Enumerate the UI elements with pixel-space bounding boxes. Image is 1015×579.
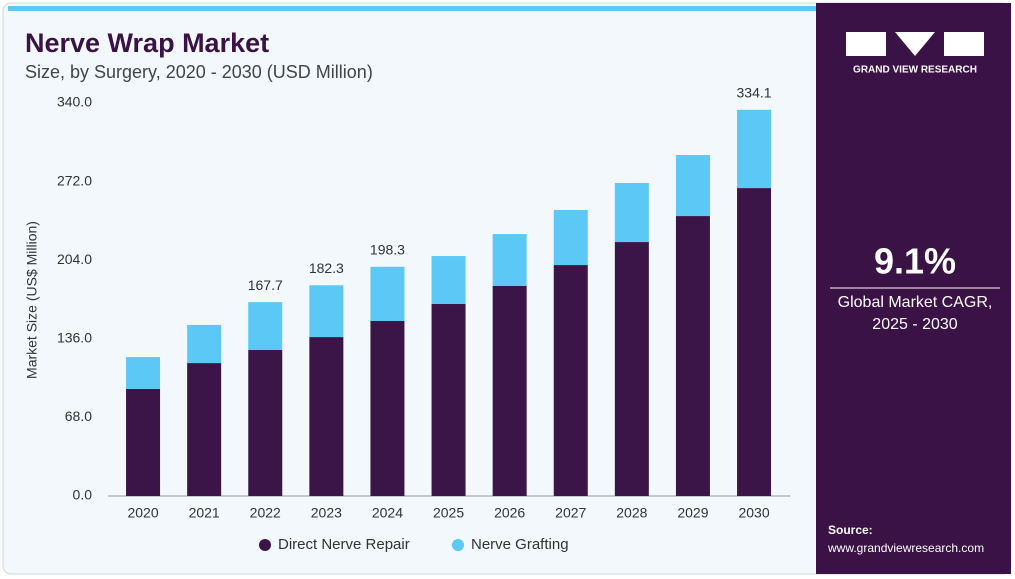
bar-segment bbox=[492, 234, 527, 286]
x-tick-label: 2026 bbox=[494, 505, 525, 521]
x-tick-label: 2028 bbox=[616, 505, 647, 521]
chart-subtitle: Size, by Surgery, 2020 - 2030 (USD Milli… bbox=[25, 62, 373, 82]
source-url: www.grandviewresearch.com bbox=[827, 541, 984, 555]
logo bbox=[846, 32, 984, 56]
bar-segment bbox=[309, 285, 344, 338]
x-tick-label: 2027 bbox=[555, 505, 586, 521]
y-tick-label: 0.0 bbox=[73, 487, 93, 503]
bar-segment bbox=[126, 388, 161, 496]
x-tick-label: 2029 bbox=[677, 505, 708, 521]
legend-label: Direct Nerve Repair bbox=[278, 536, 410, 553]
bar-segment bbox=[492, 285, 527, 496]
top-stripe bbox=[8, 6, 816, 11]
source-label: Source: bbox=[828, 523, 873, 537]
legend-label: Nerve Grafting bbox=[471, 536, 569, 553]
bar-segment bbox=[126, 357, 161, 389]
x-tick-label: 2024 bbox=[372, 505, 403, 521]
bar-segment bbox=[675, 155, 710, 217]
cagr-label: 2025 - 2030 bbox=[872, 316, 958, 333]
bar-segment bbox=[187, 324, 222, 364]
x-tick-label: 2021 bbox=[189, 505, 220, 521]
value-label: 167.7 bbox=[248, 277, 283, 293]
bar-segment bbox=[187, 363, 222, 496]
y-tick-label: 272.0 bbox=[57, 172, 92, 188]
bar-segment bbox=[248, 302, 283, 351]
bar-segment bbox=[431, 256, 466, 305]
bar-segment bbox=[431, 304, 466, 496]
x-tick-label: 2023 bbox=[311, 505, 342, 521]
bar-segment bbox=[675, 216, 710, 496]
legend-swatch bbox=[259, 539, 271, 551]
legend-swatch bbox=[452, 539, 464, 551]
y-tick-label: 340.0 bbox=[57, 94, 92, 110]
bar-segment bbox=[370, 320, 405, 496]
brand-name: GRAND VIEW RESEARCH bbox=[853, 65, 977, 76]
bar-segment bbox=[737, 109, 772, 189]
x-tick-label: 2025 bbox=[433, 505, 464, 521]
bar-segment bbox=[614, 182, 649, 243]
x-tick-label: 2022 bbox=[250, 505, 281, 521]
value-label: 198.3 bbox=[370, 241, 405, 257]
x-tick-label: 2020 bbox=[127, 505, 158, 521]
bar-segment bbox=[737, 188, 772, 496]
bar-segment bbox=[248, 350, 283, 496]
y-tick-label: 68.0 bbox=[65, 408, 92, 424]
y-axis-title: Market Size (US$ Million) bbox=[24, 221, 40, 379]
bar-segment bbox=[553, 210, 588, 266]
x-tick-label: 2030 bbox=[738, 505, 769, 521]
cagr-label: Global Market CAGR, bbox=[838, 294, 993, 311]
value-label: 182.3 bbox=[309, 260, 344, 276]
chart-title: Nerve Wrap Market bbox=[25, 28, 269, 58]
bar-segment bbox=[370, 266, 405, 321]
cagr-value: 9.1% bbox=[874, 241, 956, 282]
value-label: 334.1 bbox=[737, 85, 772, 101]
bar-segment bbox=[309, 337, 344, 496]
bar-segment bbox=[553, 265, 588, 496]
bar-segment bbox=[614, 242, 649, 496]
y-tick-label: 204.0 bbox=[57, 251, 92, 267]
y-tick-label: 136.0 bbox=[57, 330, 92, 346]
